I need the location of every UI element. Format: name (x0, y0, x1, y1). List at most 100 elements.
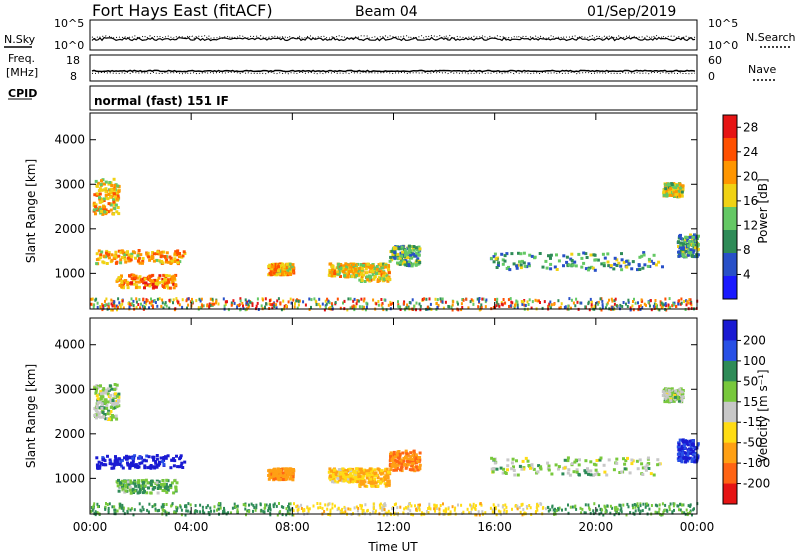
echo-cell (332, 471, 335, 474)
echo-cell (239, 308, 242, 312)
echo-cell (536, 299, 539, 303)
echo-cell (143, 300, 146, 304)
echo-cell (550, 303, 553, 307)
echo-cell (499, 510, 502, 514)
echo-cell (348, 467, 352, 471)
echo-cell (99, 207, 103, 211)
y-tick-label: 1000 (54, 471, 85, 485)
echo-cell (503, 254, 507, 258)
echo-cell (357, 299, 360, 303)
velocity-frame (89, 317, 698, 515)
echo-cell (385, 274, 389, 278)
echo-cell (351, 467, 355, 471)
echo-cell (407, 263, 411, 267)
echo-cell (110, 462, 114, 466)
echo-cell (111, 397, 115, 401)
echo-cell (102, 261, 106, 265)
echo-cell (120, 256, 124, 259)
echo-cell (154, 459, 158, 463)
echo-cell (143, 484, 147, 488)
echo-cell (435, 507, 438, 510)
echo-cell (516, 473, 520, 477)
echo-cell (495, 266, 499, 269)
echo-cell (153, 299, 156, 302)
echo-cell (382, 271, 386, 275)
echo-cell (110, 184, 114, 187)
y-tick-label: 2000 (54, 222, 85, 236)
echo-cell (162, 273, 166, 277)
echo-cell (94, 206, 98, 210)
echo-cell (376, 476, 380, 480)
echo-cell (173, 459, 177, 463)
echo-cell (108, 181, 112, 184)
echo-cell (484, 511, 487, 515)
echo-cell (620, 510, 623, 514)
echo-cell (124, 260, 128, 264)
echo-cell (100, 250, 104, 254)
echo-cell (562, 264, 565, 268)
echo-cell (115, 405, 119, 409)
colorbar-segment (723, 161, 737, 185)
echo-cell (380, 266, 384, 270)
echo-cell (496, 297, 499, 301)
echo-cell (404, 250, 408, 254)
echo-cell (434, 297, 437, 301)
echo-cell (625, 265, 629, 269)
echo-cell (482, 297, 485, 301)
echo-cell (415, 259, 419, 263)
echo-cell (655, 302, 658, 306)
echo-cell (349, 507, 352, 511)
echo-cell (230, 511, 232, 515)
echo-cell (603, 256, 607, 260)
echo-cell (409, 451, 413, 455)
echo-cell (120, 274, 123, 278)
echo-cell (277, 469, 281, 473)
echo-cell (399, 505, 402, 509)
echo-cell (665, 194, 669, 198)
echo-cell (573, 260, 577, 264)
echo-cell (378, 481, 382, 485)
echo-cell (393, 249, 397, 253)
echo-cell (384, 467, 388, 471)
echo-cell (384, 474, 388, 478)
echo-cell (289, 475, 293, 479)
echo-cell (693, 445, 697, 449)
beam-title: Beam 04 (355, 4, 418, 20)
echo-cell (549, 253, 553, 257)
echo-cell (242, 306, 245, 310)
echo-cell (163, 482, 166, 486)
echo-cell (637, 301, 639, 305)
echo-cell (133, 454, 137, 458)
echo-cell (683, 300, 686, 303)
echo-cell (387, 269, 391, 273)
echo-cell (537, 504, 540, 508)
echo-cell (692, 254, 696, 258)
echo-cell (680, 190, 684, 194)
echo-cell (100, 199, 104, 203)
echo-cell (115, 279, 119, 283)
echo-cell (174, 273, 178, 277)
echo-cell (444, 300, 447, 304)
echo-cell (607, 458, 611, 462)
echo-cell (216, 508, 218, 512)
echo-cell (396, 506, 399, 510)
echo-cell (135, 300, 138, 304)
echo-cell (679, 253, 683, 257)
echo-cell (150, 479, 154, 483)
echo-cell (354, 305, 357, 309)
echo-cell (359, 478, 362, 481)
echo-cell (116, 184, 120, 188)
echo-cell (679, 457, 683, 461)
echo-cell (158, 274, 162, 278)
echo-cell (395, 502, 397, 506)
echo-cell (357, 272, 361, 276)
echo-cell (101, 458, 105, 462)
echo-cell (347, 507, 350, 511)
echo-cell (649, 472, 653, 476)
echo-cell (388, 259, 392, 263)
echo-cell (687, 457, 691, 461)
echo-cell (558, 506, 561, 510)
echo-cell (276, 513, 279, 517)
echo-cell (144, 283, 148, 287)
echo-cell (387, 268, 390, 271)
